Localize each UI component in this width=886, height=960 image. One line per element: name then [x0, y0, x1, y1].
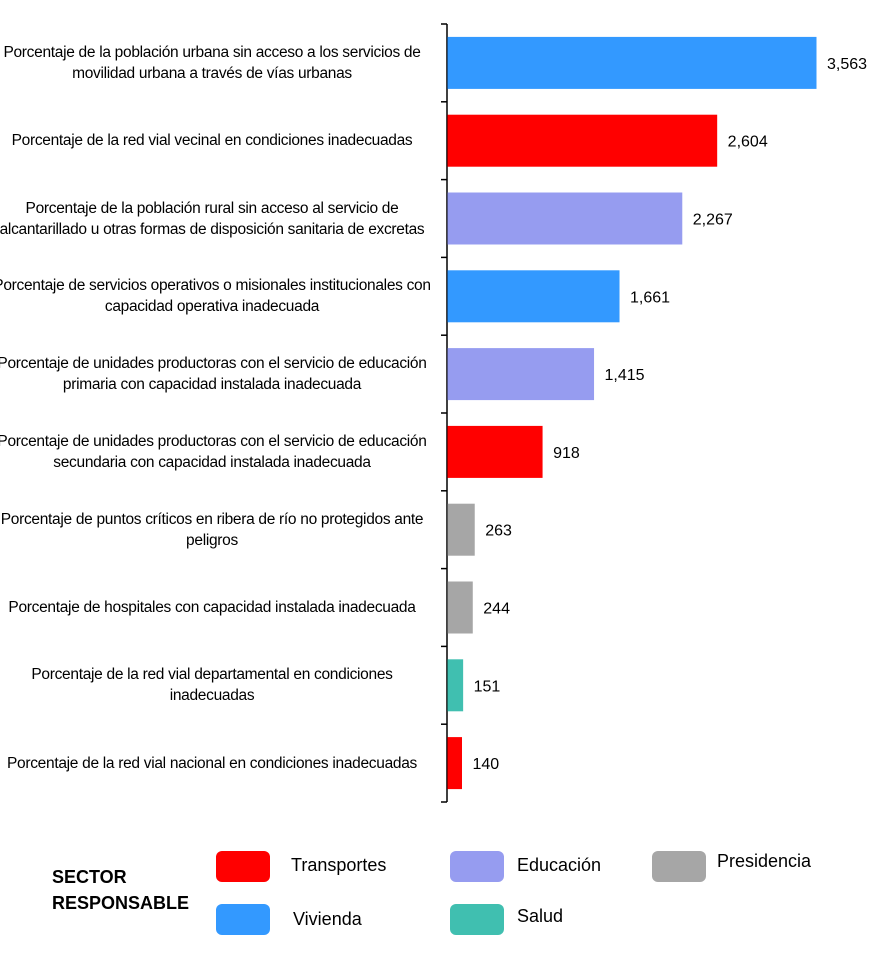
- legend-title-line-2: RESPONSABLE: [52, 893, 190, 913]
- category-label-3: Porcentaje de la población rural sin acc…: [0, 199, 425, 238]
- category-label-4: Porcentaje de servicios operativos o mis…: [0, 277, 431, 316]
- data-label-7: 263: [485, 523, 512, 540]
- bar-9: [447, 659, 464, 712]
- bar-4: [447, 270, 620, 323]
- bar-1: [447, 36, 817, 89]
- bar-10: [447, 737, 462, 790]
- legend-swatch-salud: [450, 904, 504, 935]
- category-label-2: Porcentaje de la red vial vecinal en con…: [11, 132, 413, 150]
- legend-swatch-presidencia: [652, 851, 706, 882]
- bar-2: [447, 114, 718, 167]
- category-label-7: Porcentaje de puntos críticos en ribera …: [0, 510, 424, 549]
- category-label-1: Porcentaje de la población urbana sin ac…: [3, 43, 421, 82]
- data-label-8: 244: [483, 601, 510, 618]
- bar-5: [447, 348, 595, 401]
- bar-7: [447, 503, 475, 556]
- data-label-9: 151: [474, 678, 501, 695]
- legend-label-vivienda: Vivienda: [293, 909, 362, 929]
- bar-3: [447, 192, 683, 245]
- bar-chart: 3,563 2,604 2,267 1,661 1,415 918 263 244 151 140: [441, 23, 867, 803]
- legend-label-salud: Salud: [517, 906, 564, 926]
- legend-label-educacion: Educación: [517, 855, 602, 875]
- data-label-10: 140: [472, 756, 499, 773]
- data-label-6: 918: [553, 445, 580, 462]
- data-label-4: 1,661: [630, 289, 670, 306]
- data-label-5: 1,415: [605, 367, 645, 384]
- data-label-2: 2,604: [728, 134, 768, 151]
- legend: SECTOR RESPONSABLE Transportes Educación…: [0, 830, 886, 960]
- bar-8: [447, 581, 473, 634]
- legend-label-presidencia: Presidencia: [717, 851, 812, 871]
- bar-6: [447, 425, 543, 478]
- category-label-5: Porcentaje de unidades productoras con e…: [0, 355, 427, 394]
- legend-swatch-transportes: [216, 851, 270, 882]
- legend-label-transportes: Transportes: [291, 855, 387, 875]
- legend-title: SECTOR RESPONSABLE: [52, 864, 189, 916]
- legend-swatch-vivienda: [216, 904, 270, 935]
- legend-title-line-1: SECTOR: [52, 867, 127, 887]
- category-label-9: Porcentaje de la red vial departamental …: [31, 666, 393, 705]
- data-label-3: 2,267: [693, 212, 733, 229]
- category-label-10: Porcentaje de la red vial nacional en co…: [7, 754, 417, 772]
- data-label-1: 3,563: [827, 56, 867, 73]
- category-label-8: Porcentaje de hospitales con capacidad i…: [8, 599, 416, 616]
- legend-swatch-educacion: [450, 851, 504, 882]
- category-label-6: Porcentaje de unidades productoras con e…: [0, 432, 427, 471]
